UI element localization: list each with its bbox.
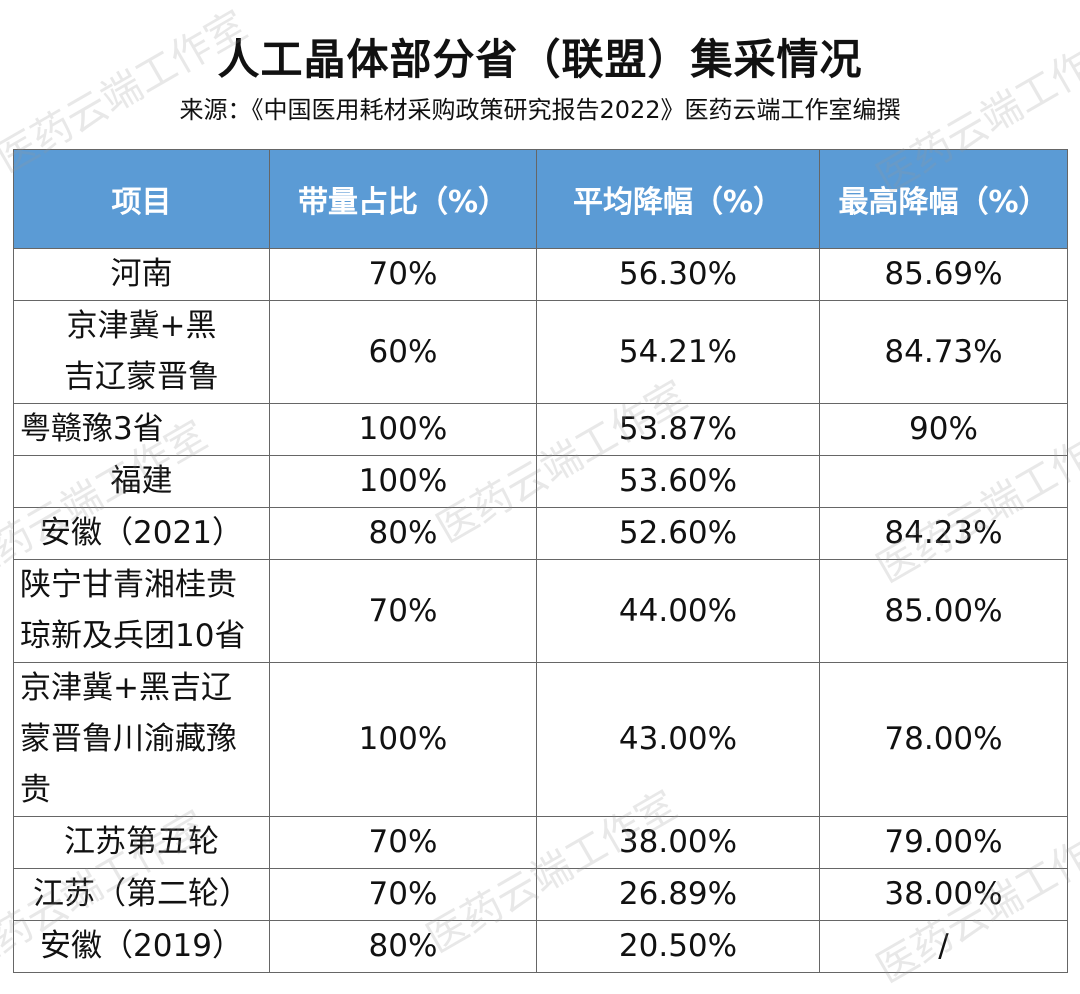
page-title: 人工晶体部分省（联盟）集采情况 xyxy=(217,35,863,84)
table-row: 京津冀+黑吉辽 蒙晋鲁川渝藏豫贵 100% 43.00% 78.00% xyxy=(13,662,1068,817)
cell-share: 70% xyxy=(269,248,537,301)
table-row: 河南 70% 56.30% 85.69% xyxy=(13,248,1068,301)
col-header-avg-drop: 平均降幅（%） xyxy=(536,149,820,249)
col-header-share: 带量占比（%） xyxy=(269,149,537,249)
cell-avg-drop: 38.00% xyxy=(536,816,820,869)
cell-avg-drop: 56.30% xyxy=(536,248,820,301)
cell-item: 江苏第五轮 xyxy=(13,816,270,869)
col-header-max-drop: 最高降幅（%） xyxy=(819,149,1068,249)
cell-max-drop: 38.00% xyxy=(819,868,1068,921)
table-row: 粤赣豫3省 100% 53.87% 90% xyxy=(13,403,1068,456)
table-row: 福建 100% 53.60% xyxy=(13,455,1068,508)
cell-share: 80% xyxy=(269,507,537,560)
cell-max-drop: 85.69% xyxy=(819,248,1068,301)
cell-max-drop: 85.00% xyxy=(819,559,1068,663)
cell-avg-drop: 52.60% xyxy=(536,507,820,560)
cell-max-drop: / xyxy=(819,920,1068,973)
source-note: 来源：《中国医用耗材采购政策研究报告2022》医药云端工作室编撰 xyxy=(179,96,901,124)
cell-item: 京津冀+黑 吉辽蒙晋鲁 xyxy=(13,300,270,404)
table-row: 江苏第五轮 70% 38.00% 79.00% xyxy=(13,816,1068,869)
cell-avg-drop: 54.21% xyxy=(536,300,820,404)
cell-share: 60% xyxy=(269,300,537,404)
cell-avg-drop: 53.60% xyxy=(536,455,820,508)
cell-avg-drop: 20.50% xyxy=(536,920,820,973)
table-header-row: 项目 带量占比（%） 平均降幅（%） 最高降幅（%） xyxy=(13,149,1068,249)
table-row: 江苏（第二轮） 70% 26.89% 38.00% xyxy=(13,868,1068,921)
cell-max-drop: 84.73% xyxy=(819,300,1068,404)
cell-max-drop: 84.23% xyxy=(819,507,1068,560)
cell-share: 100% xyxy=(269,662,537,817)
cell-avg-drop: 44.00% xyxy=(536,559,820,663)
cell-item: 粤赣豫3省 xyxy=(13,403,270,456)
cell-item: 江苏（第二轮） xyxy=(13,868,270,921)
cell-share: 80% xyxy=(269,920,537,973)
procurement-table: 项目 带量占比（%） 平均降幅（%） 最高降幅（%） 河南 70% 56.30%… xyxy=(13,149,1068,973)
table-row: 安徽（2019） 80% 20.50% / xyxy=(13,920,1068,973)
cell-max-drop: 79.00% xyxy=(819,816,1068,869)
table-row: 京津冀+黑 吉辽蒙晋鲁 60% 54.21% 84.73% xyxy=(13,300,1068,404)
cell-share: 70% xyxy=(269,868,537,921)
cell-max-drop xyxy=(819,455,1068,508)
cell-item: 陕宁甘青湘桂贵 琼新及兵团10省 xyxy=(13,559,270,663)
cell-item: 安徽（2021） xyxy=(13,507,270,560)
table-row: 安徽（2021） 80% 52.60% 84.23% xyxy=(13,507,1068,560)
cell-avg-drop: 26.89% xyxy=(536,868,820,921)
col-header-item: 项目 xyxy=(13,149,270,249)
cell-avg-drop: 43.00% xyxy=(536,662,820,817)
cell-share: 70% xyxy=(269,816,537,869)
cell-max-drop: 78.00% xyxy=(819,662,1068,817)
cell-share: 100% xyxy=(269,403,537,456)
cell-item: 福建 xyxy=(13,455,270,508)
cell-share: 70% xyxy=(269,559,537,663)
cell-item: 河南 xyxy=(13,248,270,301)
table-row: 陕宁甘青湘桂贵 琼新及兵团10省 70% 44.00% 85.00% xyxy=(13,559,1068,663)
cell-item: 京津冀+黑吉辽 蒙晋鲁川渝藏豫贵 xyxy=(13,662,270,817)
cell-avg-drop: 53.87% xyxy=(536,403,820,456)
cell-max-drop: 90% xyxy=(819,403,1068,456)
cell-item: 安徽（2019） xyxy=(13,920,270,973)
cell-share: 100% xyxy=(269,455,537,508)
